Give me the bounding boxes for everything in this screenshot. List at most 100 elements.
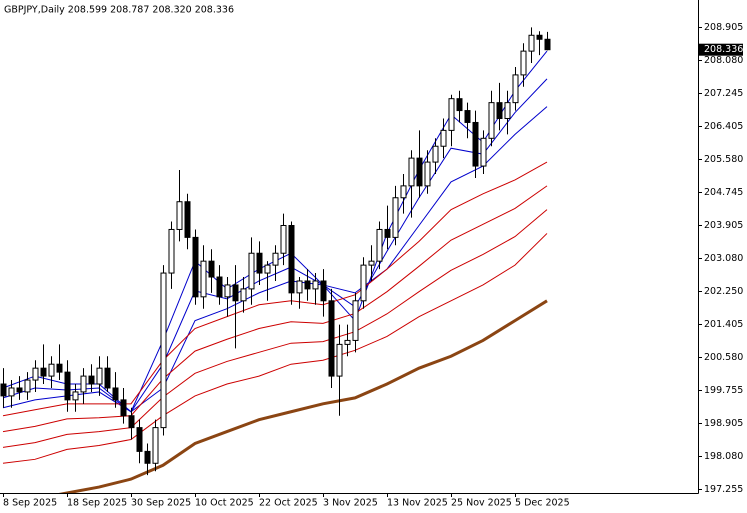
candle-body: [80, 375, 87, 393]
candle-body: [192, 236, 199, 298]
y-tick-label: 200.580: [704, 352, 743, 363]
candle-body: [288, 224, 295, 294]
x-tick-label: 22 Oct 2025: [259, 498, 318, 509]
candle-body: [128, 415, 135, 429]
candle-body: [232, 284, 239, 302]
candle-body: [528, 34, 535, 52]
candle-body: [224, 284, 231, 298]
candle-body: [312, 280, 319, 290]
candle-body: [32, 367, 39, 381]
candle-body: [544, 38, 551, 51]
x-tick-label: 13 Nov 2025: [387, 498, 448, 509]
y-tick-label: 208.905: [704, 22, 743, 33]
candle-body: [472, 121, 479, 167]
candle-body: [408, 157, 415, 187]
candle-body: [104, 367, 111, 389]
candle-body: [72, 391, 79, 401]
x-tick-label: 8 Sep 2025: [3, 498, 57, 509]
candle-body: [176, 201, 183, 230]
candle-body: [264, 264, 271, 274]
candle-body: [504, 102, 511, 119]
candle-body: [184, 201, 191, 238]
candle-body: [136, 427, 143, 452]
candle-body: [88, 375, 95, 385]
candle-body: [16, 387, 23, 393]
candle-body: [384, 228, 391, 238]
y-tick-label: 198.080: [704, 451, 743, 462]
y-tick-label: 197.255: [704, 484, 743, 495]
candle-body: [424, 161, 431, 187]
candle-body: [144, 450, 151, 464]
moving-average-line: [2, 185, 548, 433]
y-tick-label: 199.755: [704, 385, 743, 396]
moving-average-line: [2, 209, 548, 448]
candle-body: [448, 98, 455, 131]
candle-body: [256, 252, 263, 274]
candle-body: [464, 110, 471, 123]
candle-body: [344, 339, 351, 345]
candle-body: [512, 74, 519, 104]
candle-body: [520, 50, 527, 76]
candle-body: [536, 34, 543, 40]
candle-body: [496, 102, 503, 119]
y-tick-label: 198.905: [704, 418, 743, 429]
candle-body: [168, 228, 175, 274]
candle-body: [368, 260, 375, 266]
candle-body: [328, 300, 335, 377]
candle-body: [120, 399, 127, 417]
moving-average-line: [2, 106, 548, 413]
x-tick-label: 10 Oct 2025: [195, 498, 254, 509]
candle-body: [304, 280, 311, 290]
last-price-box: [699, 43, 743, 56]
y-tick-label: 208.080: [704, 55, 743, 66]
x-tick-label: 25 Nov 2025: [451, 498, 512, 509]
candle-body: [456, 98, 463, 112]
x-tick-label: 3 Nov 2025: [323, 498, 378, 509]
candle-body: [0, 383, 7, 397]
y-tick-label: 202.250: [704, 286, 743, 297]
y-tick-label: 201.405: [704, 319, 743, 330]
candle-body: [432, 145, 439, 163]
candle-body: [24, 379, 31, 393]
last-price-label: 208.336: [704, 44, 743, 55]
candle-body: [280, 224, 287, 254]
candle-body: [208, 260, 215, 278]
plot-area: [0, 27, 551, 493]
candle-body: [160, 272, 167, 429]
candle-body: [416, 157, 423, 187]
moving-average-line: [2, 233, 548, 464]
y-tick-label: 204.745: [704, 187, 743, 198]
candle-body: [112, 387, 119, 401]
candle-body: [216, 276, 223, 298]
candle-body: [240, 288, 247, 302]
candle-body: [392, 197, 399, 238]
candle-body: [296, 280, 303, 294]
candle-body: [200, 260, 207, 298]
y-tick-label: 205.580: [704, 154, 743, 165]
x-tick-label: 5 Dec 2025: [515, 498, 570, 509]
candle-body: [96, 367, 103, 385]
chart-title: GBPJPY,Daily 208.599 208.787 208.320 208…: [4, 5, 234, 16]
candle-body: [360, 264, 367, 302]
x-tick-label: 30 Sep 2025: [131, 498, 191, 509]
candle-body: [440, 129, 447, 147]
candle-body: [40, 367, 47, 377]
moving-average-line: [58, 299, 548, 493]
y-tick-label: 206.405: [704, 121, 743, 132]
x-tick-label: 18 Sep 2025: [67, 498, 127, 509]
candle-body: [376, 228, 383, 262]
candle-body: [320, 280, 327, 302]
candle-body: [272, 252, 279, 266]
y-tick-label: 203.905: [704, 220, 743, 231]
candle-body: [352, 300, 359, 341]
candle-body: [488, 102, 495, 139]
y-tick-label: 203.080: [704, 253, 743, 264]
candle-body: [248, 252, 255, 290]
moving-average-line: [2, 161, 548, 417]
candle-body: [64, 371, 71, 401]
candle-body: [336, 343, 343, 377]
candle-body: [400, 185, 407, 199]
candle-body: [480, 137, 487, 167]
